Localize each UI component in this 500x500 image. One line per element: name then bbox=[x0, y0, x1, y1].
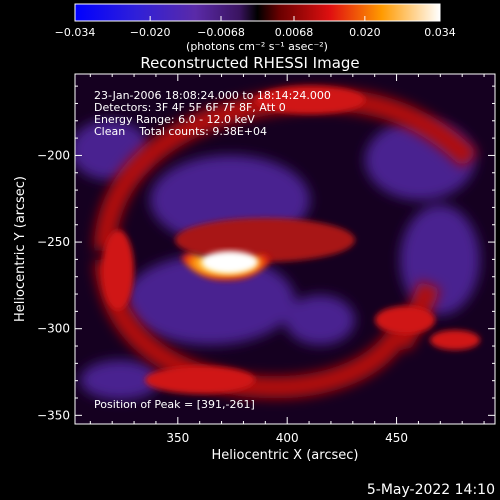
heatmap-image bbox=[75, 74, 495, 424]
y-tick-label: −250 bbox=[37, 235, 70, 249]
colorbar-ticks: −0.034 −0.020 −0.0068 0.0068 0.020 0.034 bbox=[55, 16, 456, 39]
y-tick-label: −200 bbox=[37, 148, 70, 162]
x-tick-label: 400 bbox=[276, 431, 299, 445]
colorbar-label: (photons cm⁻² s⁻¹ asec⁻²) bbox=[186, 40, 328, 53]
bright-source bbox=[175, 244, 276, 282]
y-axis-label: Heliocentric Y (arcsec) bbox=[13, 176, 28, 322]
x-tick-label: 350 bbox=[166, 431, 189, 445]
info-line: Energy Range: 6.0 - 12.0 keV bbox=[94, 113, 255, 126]
peak-position-text: Position of Peak = [391,-261] bbox=[94, 398, 255, 411]
colorbar-tick-label: 0.034 bbox=[424, 26, 456, 39]
colorbar-tick-label: 0.0068 bbox=[275, 26, 314, 39]
info-line: Detectors: 3F 4F 5F 6F 7F 8F, Att 0 bbox=[94, 101, 286, 114]
colorbar-tick-label: −0.0068 bbox=[197, 26, 245, 39]
x-axis-label: Heliocentric X (arcsec) bbox=[212, 448, 359, 463]
info-text: 23-Jan-2006 18:08:24.000 to 18:14:24.000… bbox=[94, 89, 331, 138]
info-line: 23-Jan-2006 18:08:24.000 to 18:14:24.000 bbox=[94, 89, 331, 102]
y-tick-label: −300 bbox=[37, 322, 70, 336]
colorbar-tick-label: −0.034 bbox=[55, 26, 96, 39]
info-line: Clean Total counts: 9.38E+04 bbox=[94, 125, 267, 138]
colorbar-tick-label: −0.020 bbox=[130, 26, 171, 39]
y-tick-label: −350 bbox=[37, 408, 70, 422]
footer-date: 5-May-2022 14:10 bbox=[367, 482, 495, 498]
x-tick-label: 450 bbox=[385, 431, 408, 445]
chart-title: Reconstructed RHESSI Image bbox=[140, 54, 359, 72]
plot-frame bbox=[74, 73, 496, 425]
colorbar-tick-label: 0.020 bbox=[349, 26, 381, 39]
colorbar bbox=[74, 3, 441, 22]
axis-ticks: 350 400 450 −200 −250 −300 −350 bbox=[37, 74, 495, 445]
